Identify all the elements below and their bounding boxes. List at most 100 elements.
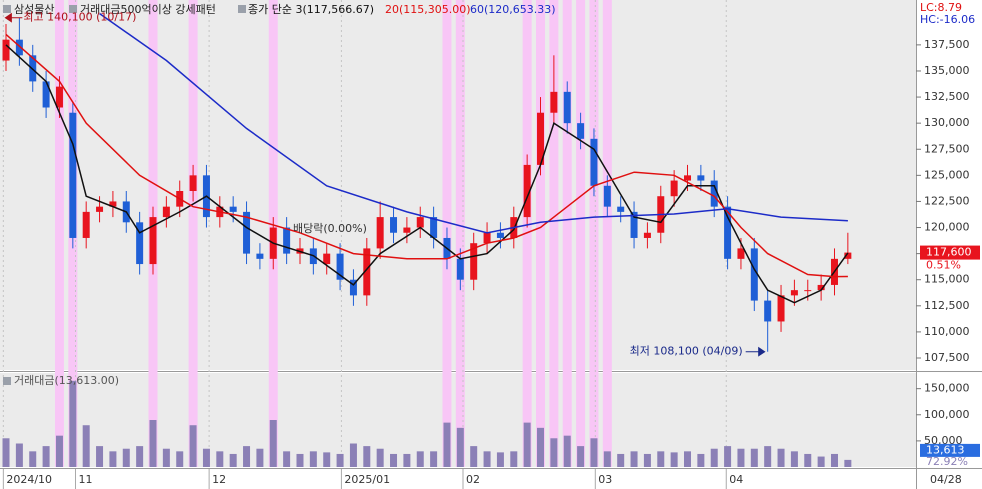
volume-bar (657, 451, 665, 467)
candle-body (724, 206, 732, 259)
candle-body (577, 123, 585, 139)
volume-bar (403, 453, 411, 467)
y-tick-label: 122,500 (924, 194, 970, 207)
layer: 삼성물산 거래대금500억이상 강세패턴 LC:8.79 HC:-16.06 배… (3, 1, 980, 486)
pattern-highlight (562, 0, 572, 467)
pattern-highlight (589, 0, 599, 467)
dividend-label: 배당락(0.00%) (293, 222, 367, 235)
legend-entry: 60(120,653.33) (470, 3, 556, 16)
volume-bar (443, 422, 451, 467)
candle-body (456, 258, 464, 280)
candle-body (336, 253, 344, 280)
icon (238, 5, 246, 13)
candle-body (737, 248, 745, 259)
lc-label: LC:8.79 (920, 1, 962, 14)
volume-bar (29, 451, 37, 467)
volume-bar (537, 427, 545, 467)
candle-body (430, 217, 438, 238)
candle-body (390, 217, 398, 233)
y-tick-label: 130,000 (924, 116, 970, 129)
volume-bar (550, 438, 558, 467)
volume-bar (617, 453, 625, 467)
volume-bar (69, 380, 77, 467)
volume-bar (216, 451, 224, 467)
volume-bar (96, 446, 104, 467)
indicator-title: 거래대금500억이상 강세패턴 (80, 3, 216, 16)
candle-body (710, 180, 718, 207)
change-label: 0.51% (926, 259, 961, 272)
y-tick-label: 110,000 (924, 325, 970, 338)
volume-bar (590, 438, 598, 467)
volume-bar (563, 435, 571, 467)
volume-ratio-label: 72.92% (926, 455, 968, 468)
volume-bar (42, 446, 50, 467)
volume-bar (363, 446, 371, 467)
volume-bar (777, 448, 785, 467)
x-tick-label: 2024/10 (6, 473, 52, 486)
candle-body (630, 211, 638, 238)
pattern-highlight (54, 0, 64, 467)
candle-body (96, 206, 104, 212)
volume-bar (577, 446, 585, 467)
candle-body (349, 279, 357, 296)
hc-label: HC:-16.06 (920, 13, 975, 26)
candle-body (643, 232, 651, 238)
volume-bar (724, 446, 732, 467)
candle-body (617, 206, 625, 212)
pattern-highlight (602, 0, 612, 467)
volume-bar (243, 446, 251, 467)
candle-body (483, 232, 491, 244)
candle-body (149, 217, 157, 265)
volume-bar (189, 425, 197, 467)
icon (69, 5, 77, 13)
last-price-label: 117,600 (926, 246, 972, 259)
last-volume-box (920, 443, 980, 457)
volume-bar (804, 453, 812, 467)
legend-entry: 종가 단순 3(117,566.67) (248, 3, 374, 16)
x-tick-label: 02 (466, 473, 480, 486)
candle-body (363, 248, 371, 296)
x-tick-label: 12 (212, 473, 226, 486)
volume-bar (149, 420, 157, 467)
pattern-highlight (576, 0, 586, 467)
volume-bar (817, 456, 825, 467)
y-tick-label: 107,500 (924, 351, 970, 364)
candle-body (764, 300, 772, 322)
volume-bar (496, 452, 504, 467)
legend-entry: 20(115,305.00) (385, 3, 471, 16)
volume-bar (15, 443, 23, 467)
candle-body (603, 185, 611, 207)
icon (3, 377, 11, 385)
volume-bar (283, 451, 291, 467)
candle-body (523, 164, 531, 218)
candle-body (2, 39, 10, 61)
candle-body (189, 175, 197, 192)
y-tick-label: 137,500 (924, 38, 970, 51)
volume-bar (122, 448, 130, 467)
volume-bar (390, 453, 398, 467)
volume-bar (256, 448, 264, 467)
pattern-highlight (536, 0, 546, 467)
candle-body (817, 284, 825, 291)
candle-body (69, 112, 77, 238)
candle-body (416, 217, 424, 228)
y-tick-label: 125,000 (924, 168, 970, 181)
candle-body (590, 138, 598, 186)
layer: 2024/10 11 12 2025/01 02 03 04 107,500 110,000 11… (2, 12, 970, 486)
volume-bar (523, 422, 531, 467)
volume-bar (416, 451, 424, 467)
y-tick-label: 150,000 (924, 382, 970, 395)
volume-bar (136, 446, 144, 467)
volume-bar (830, 453, 838, 467)
volume-bar (456, 427, 464, 467)
volume-bar (336, 453, 344, 467)
candle-body (403, 227, 411, 233)
candle-body (162, 206, 170, 218)
volume-bar (296, 453, 304, 467)
volume-bar (109, 451, 117, 467)
pattern-highlight (455, 0, 465, 467)
volume-bar (643, 453, 651, 467)
x-tick-label: 2025/01 (344, 473, 390, 486)
